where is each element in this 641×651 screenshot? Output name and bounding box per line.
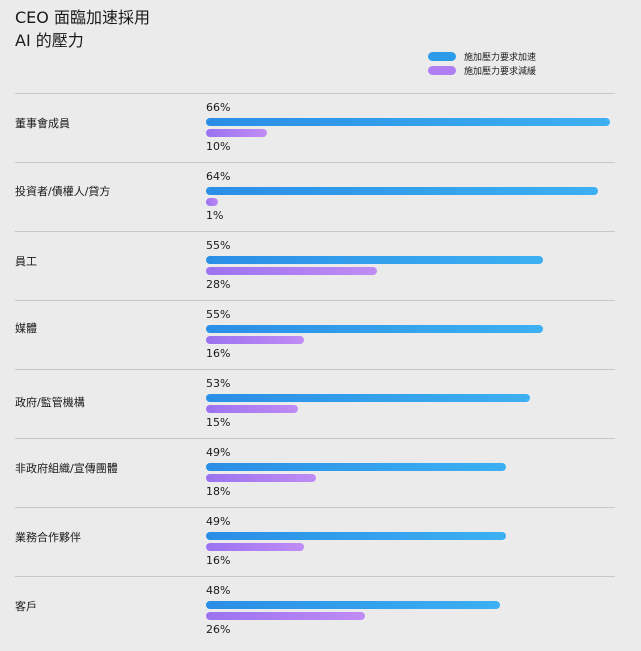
data-label-accelerate: 66% xyxy=(206,101,231,114)
data-label-decelerate: 28% xyxy=(206,278,231,291)
data-label-decelerate: 16% xyxy=(206,554,231,567)
data-label-decelerate: 16% xyxy=(206,347,231,360)
data-label-decelerate: 15% xyxy=(206,416,231,429)
chart-rows: 董事會成員 66% 10% 投資者/債權人/貸方 64% 1% 員工 55% 28% 媒體 55% 1… xyxy=(15,93,615,645)
data-label-decelerate: 26% xyxy=(206,623,231,636)
bar-decelerate xyxy=(206,336,304,344)
data-label-accelerate: 55% xyxy=(206,308,231,321)
chart-row: 政府/監管機構 53% 15% xyxy=(15,369,615,438)
chart-row: 業務合作夥伴 49% 16% xyxy=(15,507,615,576)
legend-swatch-decelerate xyxy=(428,66,456,75)
data-label-accelerate: 48% xyxy=(206,584,231,597)
category-label: 投資者/債權人/貸方 xyxy=(15,185,111,198)
data-label-accelerate: 53% xyxy=(206,377,231,390)
category-label: 董事會成員 xyxy=(15,117,70,130)
legend-swatch-accelerate xyxy=(428,52,456,61)
data-label-decelerate: 18% xyxy=(206,485,231,498)
category-label: 媒體 xyxy=(15,322,37,335)
bar-decelerate xyxy=(206,405,298,413)
bar-accelerate xyxy=(206,601,500,609)
chart-title: CEO 面臨加速採用 AI 的壓力 xyxy=(15,6,150,52)
bar-decelerate xyxy=(206,267,378,275)
bar-decelerate xyxy=(206,198,218,206)
bar-accelerate xyxy=(206,187,598,195)
data-label-decelerate: 1% xyxy=(206,209,224,222)
bar-accelerate xyxy=(206,118,610,126)
legend: 施加壓力要求加速 施加壓力要求減緩 xyxy=(428,50,536,78)
data-label-accelerate: 49% xyxy=(206,446,231,459)
chart-title-line-1: CEO 面臨加速採用 xyxy=(15,8,150,27)
chart-row: 媒體 55% 16% xyxy=(15,300,615,369)
category-label: 員工 xyxy=(15,255,37,268)
legend-label-decelerate: 施加壓力要求減緩 xyxy=(464,67,537,77)
chart-row: 客戶 48% 26% xyxy=(15,576,615,645)
chart-title-line-2: AI 的壓力 xyxy=(15,31,84,50)
category-label: 非政府組織/宣傳團體 xyxy=(15,462,118,475)
data-label-decelerate: 10% xyxy=(206,140,231,153)
legend-label-accelerate: 施加壓力要求加速 xyxy=(464,53,537,63)
chart-row: 非政府組織/宣傳團體 49% 18% xyxy=(15,438,615,507)
category-label: 客戶 xyxy=(15,600,37,613)
legend-item-decelerate: 施加壓力要求減緩 xyxy=(428,64,536,77)
bar-accelerate xyxy=(206,394,531,402)
chart-row: 投資者/債權人/貸方 64% 1% xyxy=(15,162,615,231)
category-label: 政府/監管機構 xyxy=(15,396,85,409)
bar-accelerate xyxy=(206,325,543,333)
chart-row: 董事會成員 66% 10% xyxy=(15,93,615,162)
category-label: 業務合作夥伴 xyxy=(15,531,81,544)
bar-decelerate xyxy=(206,612,366,620)
data-label-accelerate: 49% xyxy=(206,515,231,528)
bar-accelerate xyxy=(206,256,543,264)
bar-decelerate xyxy=(206,543,304,551)
bar-accelerate xyxy=(206,463,506,471)
bar-accelerate xyxy=(206,532,506,540)
data-label-accelerate: 64% xyxy=(206,170,231,183)
bar-decelerate xyxy=(206,129,268,137)
bar-decelerate xyxy=(206,474,317,482)
chart-row: 員工 55% 28% xyxy=(15,231,615,300)
data-label-accelerate: 55% xyxy=(206,239,231,252)
legend-item-accelerate: 施加壓力要求加速 xyxy=(428,50,536,63)
